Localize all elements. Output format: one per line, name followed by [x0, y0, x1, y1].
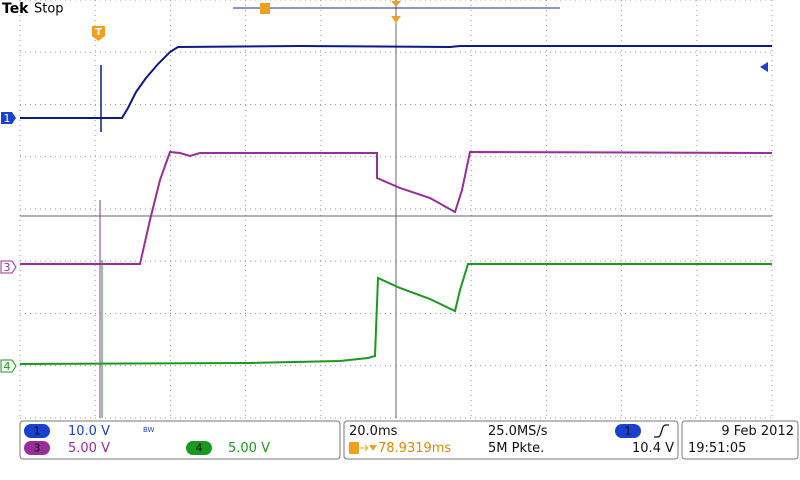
- channel-1-number: 1: [34, 425, 41, 438]
- trigger-position-icon: [260, 3, 270, 14]
- channel-3-badge: [24, 441, 50, 455]
- graticule: [19, 0, 773, 419]
- trigger-source-badge: [615, 424, 641, 438]
- channel-3-scale: 5.00 V: [68, 441, 110, 456]
- brand: Tek: [2, 1, 29, 17]
- center-marker: [391, 16, 401, 23]
- channel-3-marker: [0, 260, 17, 274]
- waveform-channel-4: [19, 263, 772, 365]
- trigger-position-icon-small: [349, 442, 359, 454]
- channel-readout-box: [19, 420, 341, 460]
- time: 19:51:05: [688, 441, 746, 456]
- channel-4-marker: [0, 359, 17, 373]
- trigger-marker: [92, 26, 105, 41]
- channel-4-marker-label: 4: [4, 360, 11, 373]
- trigger-marker-label: T: [95, 27, 102, 38]
- trigger-arrow: [360, 444, 369, 452]
- waveform-channel-1: [20, 44, 772, 119]
- trigger-level-arrow: [760, 62, 768, 72]
- record-length: 5M Pkte.: [488, 441, 544, 456]
- channel-1-marker: [1, 112, 16, 124]
- channel-1-bandwidth: BW: [143, 426, 155, 434]
- channel-3-number: 3: [34, 442, 41, 455]
- channel-1-scale: 10.0 V: [68, 424, 110, 439]
- timebase: 20.0ms: [349, 424, 398, 439]
- status: Stop: [34, 2, 64, 17]
- channel-1-badge: [24, 424, 50, 438]
- acquisition-readout-box: [343, 420, 679, 460]
- trigger-slope-icon: [654, 424, 669, 438]
- datetime-box: [681, 420, 799, 460]
- channel-4-badge: [186, 441, 212, 455]
- trigger-source: 1: [625, 425, 632, 438]
- trigger-triangle: [369, 445, 377, 451]
- waveform-channel-3: [20, 150, 773, 265]
- trigger-position: 78.9319ms: [378, 441, 451, 456]
- channel-3-marker-label: 3: [4, 261, 11, 274]
- channel-1-marker-label: 1: [4, 112, 11, 125]
- expansion-marker: [391, 1, 401, 7]
- channel-4-number: 4: [196, 442, 203, 455]
- sample-rate: 25.0MS/s: [488, 424, 548, 439]
- channel-4-scale: 5.00 V: [228, 441, 270, 456]
- trigger-level: 10.4 V: [632, 441, 674, 456]
- date: 9 Feb 2012: [721, 424, 794, 439]
